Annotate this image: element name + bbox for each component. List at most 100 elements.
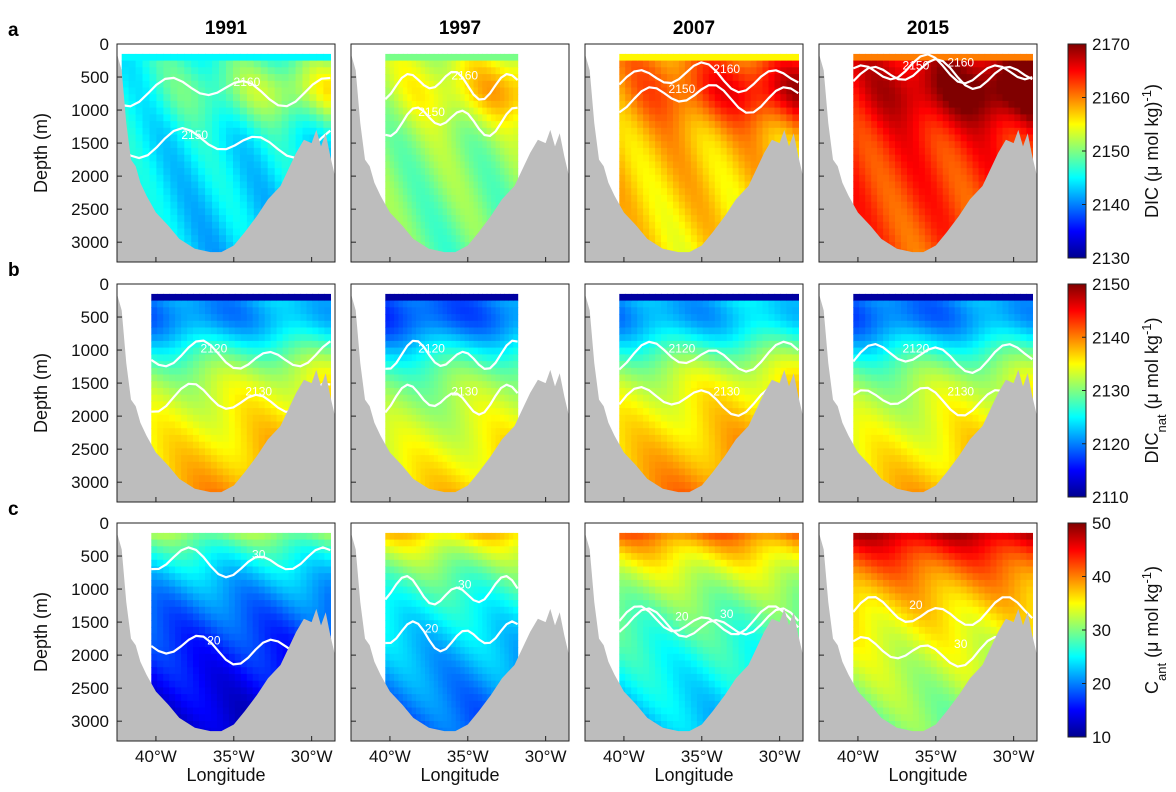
y-tick-label: 2000 [71, 167, 109, 186]
colorbar-tick-label: 10 [1092, 728, 1111, 747]
colorbar-label-tail: (μ mol kg [1142, 584, 1162, 663]
contour-label: 2120 [669, 342, 696, 356]
y-tick-label: 0 [100, 275, 109, 294]
x-tick-label: 35°W [213, 747, 255, 766]
panel-b-1997: 2120 2130 [351, 284, 569, 502]
y-axis-title: Depth (m) [31, 592, 51, 672]
panel-a-1997: 2150 2160 [351, 44, 569, 262]
contour-label: 20 [207, 634, 221, 648]
x-axis-title: Longitude [420, 765, 499, 785]
contour-label: 30 [720, 607, 734, 621]
contour-label: 2150 [669, 82, 696, 96]
x-tick-label: 35°W [681, 747, 723, 766]
y-tick-label: 3000 [71, 712, 109, 731]
contour-label: 2130 [245, 385, 272, 399]
y-axis-title: Depth (m) [31, 353, 51, 433]
x-tick-label: 30°W [291, 747, 333, 766]
x-tick-label: 35°W [447, 747, 489, 766]
contour-label: 2120 [418, 342, 445, 356]
contour-label: 2120 [201, 342, 228, 356]
contour-label: 30 [252, 548, 266, 562]
colorbar-tick-label: 2160 [1092, 89, 1130, 108]
y-tick-label: 1000 [71, 341, 109, 360]
y-tick-label: 2500 [71, 440, 109, 459]
colorbar-tick-label: 2130 [1092, 382, 1130, 401]
colorbar-tick-label: 2140 [1092, 328, 1130, 347]
colorbar-label-sup: -1 [1139, 90, 1154, 102]
contour-label: 2150 [418, 105, 445, 119]
contour-label: 30 [458, 577, 472, 591]
colorbar-label-end: ) [1142, 317, 1162, 323]
colorbar-tick-label: 2120 [1092, 435, 1130, 454]
colorbar-tick-label: 2110 [1092, 488, 1129, 507]
panel-b-1991: 2120 2130 0 500 1000 1500 2000 2500 3000 [71, 275, 335, 502]
colorbar-label-sub: ant [1154, 663, 1169, 681]
colorbar-label-sup: -1 [1139, 323, 1154, 335]
colorbar-label-sub: nat [1154, 414, 1169, 432]
colorbar-tick-label: 20 [1092, 675, 1111, 694]
x-tick-label: 30°W [993, 747, 1035, 766]
contour-label: 30 [954, 637, 968, 651]
contour-label: 20 [909, 598, 923, 612]
x-tick-label: 40°W [369, 747, 411, 766]
contour-label: 20 [675, 610, 689, 624]
x-tick-label: 30°W [525, 747, 567, 766]
y-tick-label: 500 [81, 308, 109, 327]
year-header-2007: 2007 [673, 18, 715, 39]
x-tick-label: 30°W [759, 747, 801, 766]
contour-label: 2120 [903, 342, 930, 356]
y-tick-label: 2500 [71, 200, 109, 219]
colorbar-tick-label: 2130 [1092, 249, 1130, 268]
y-tick-label: 2000 [71, 407, 109, 426]
year-header-1997: 1997 [439, 18, 481, 39]
x-axis-title: Longitude [888, 765, 967, 785]
colorbar-label-main: C [1142, 681, 1162, 694]
x-tick-label: 40°W [135, 747, 177, 766]
year-header-1991: 1991 [205, 18, 248, 39]
colorbar-label: DIC (μ mol kg)-1) [1139, 84, 1163, 218]
panel-grid: 2150 2160 0 500 1000 1500 2000 2500 3000 2150 2160… [71, 35, 1037, 766]
y-tick-label: 3000 [71, 233, 109, 252]
colorbar-tick-label: 2150 [1092, 142, 1130, 161]
y-tick-label: 2500 [71, 679, 109, 698]
x-tick-label: 40°W [837, 747, 879, 766]
row-letter-b: b [8, 260, 20, 281]
contour-label: 2130 [451, 385, 478, 399]
contour-label: 2150 [181, 128, 208, 142]
contour-label: 2160 [234, 75, 261, 89]
y-tick-label: 3000 [71, 473, 109, 492]
colorbar-label-end: ) [1142, 84, 1162, 90]
panel-b-2007: 2120 2130 [585, 284, 803, 502]
y-tick-label: 2000 [71, 646, 109, 665]
contour-label: 2130 [713, 385, 740, 399]
colorbar-tick-label: 2140 [1092, 196, 1130, 215]
contour-label: 2160 [451, 69, 478, 83]
year-header-2015: 2015 [907, 18, 950, 39]
colorbar-label: Cant (μ mol kg-1) [1139, 566, 1169, 694]
colorbar-tick-label: 30 [1092, 621, 1111, 640]
y-tick-label: 0 [100, 514, 109, 533]
colorbar-label-main: DIC (μ mol kg [1142, 108, 1162, 218]
x-tick-label: 40°W [603, 747, 645, 766]
x-axis-title: Longitude [186, 765, 265, 785]
y-tick-label: 1000 [71, 580, 109, 599]
colorbar-tick-label: 50 [1092, 514, 1111, 533]
colorbar-label-sup: -1 [1139, 572, 1154, 584]
panel-b-2015: 2120 2130 [819, 284, 1037, 502]
panel-c-2015: 20 30 40°W 35°W 30°W [819, 523, 1037, 766]
row-letter-c: c [8, 499, 19, 520]
x-tick-label: 35°W [915, 747, 957, 766]
y-tick-label: 1500 [71, 374, 109, 393]
panel-c-2007: 20 30 40°W 35°W 30°W [585, 523, 803, 766]
colorbar-label-tail: (μ mol kg [1142, 335, 1162, 414]
contour-label: 20 [425, 622, 439, 636]
contour-label: 2130 [947, 385, 974, 399]
